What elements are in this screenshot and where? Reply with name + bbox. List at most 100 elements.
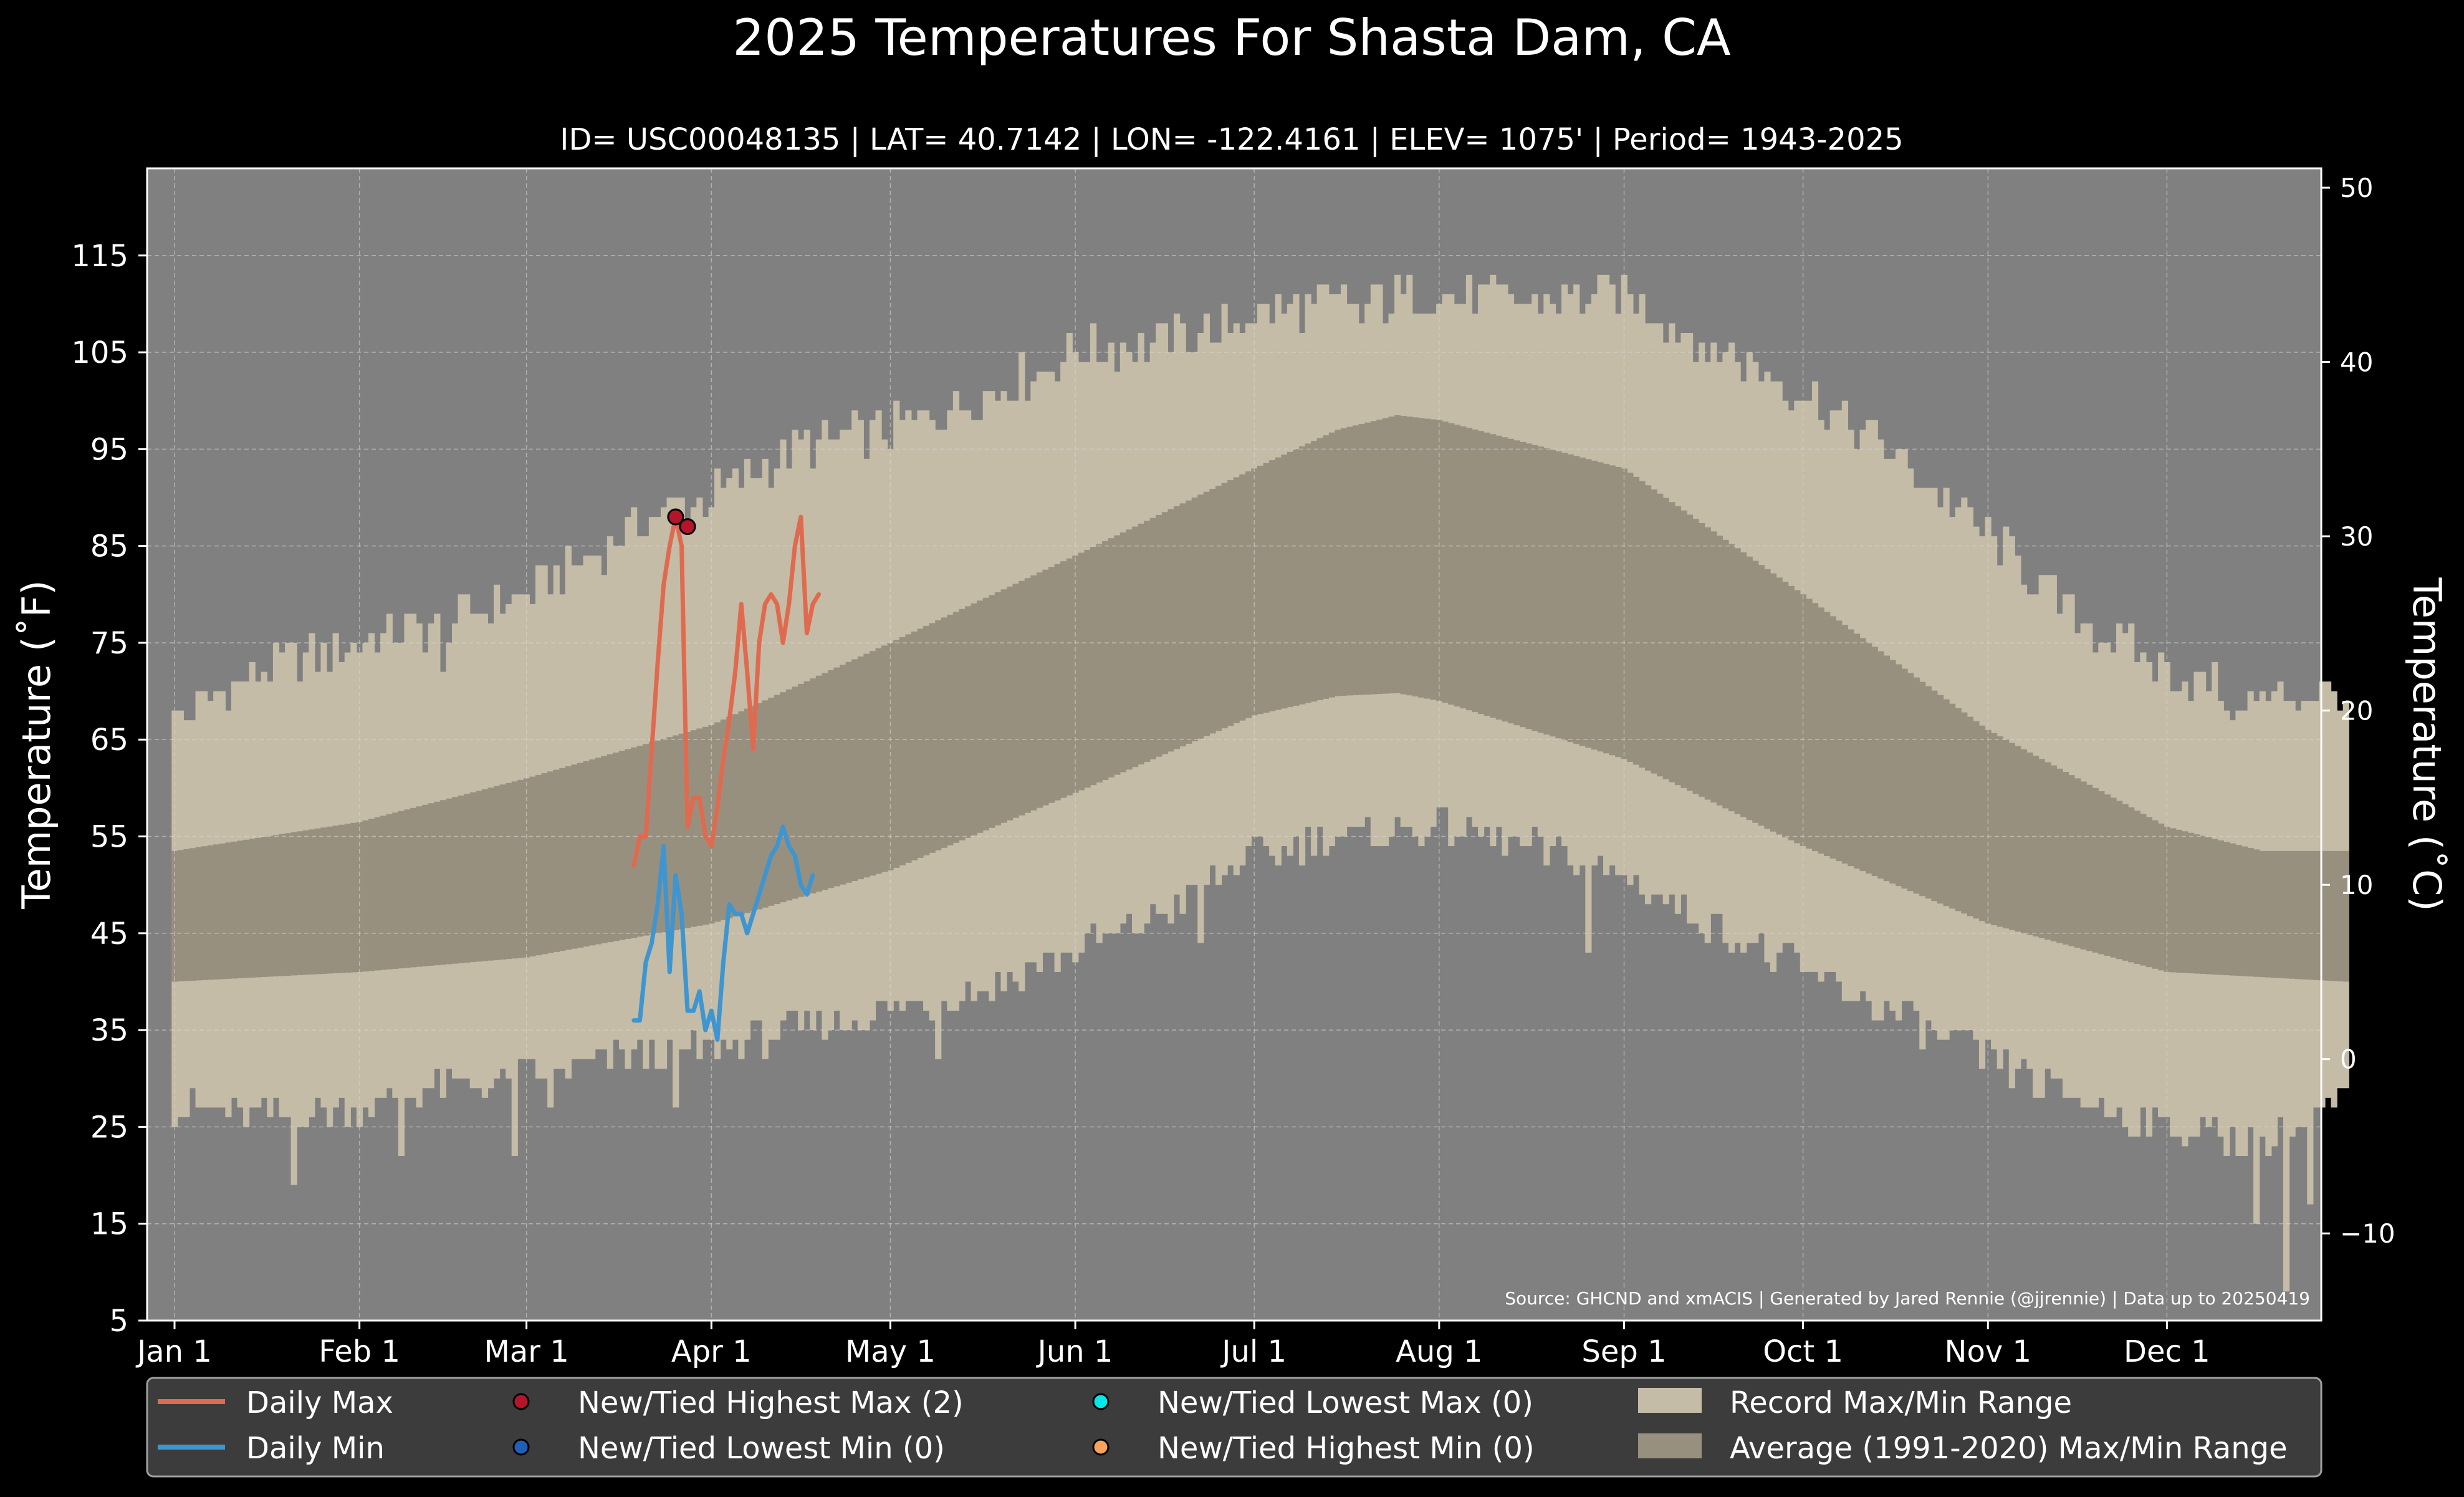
average-range-bar	[952, 612, 960, 843]
average-range-bar	[201, 846, 208, 980]
average-range-bar	[1925, 686, 1932, 899]
average-range-bar	[1119, 532, 1127, 773]
average-range-bar	[255, 837, 262, 978]
average-range-bar	[458, 795, 464, 963]
x-tick-label: Nov 1	[1945, 1334, 2031, 1369]
average-range-bar	[1567, 454, 1574, 743]
average-range-bar	[589, 759, 596, 946]
average-range-bar	[708, 724, 715, 924]
average-range-bar	[1651, 489, 1657, 774]
average-range-bar	[2038, 759, 2045, 938]
y-tick-label-right: 0	[2340, 1044, 2357, 1075]
average-range-bar	[1048, 567, 1055, 803]
average-range-bar	[1513, 440, 1520, 726]
average-range-bar	[1161, 512, 1169, 754]
average-range-bar	[1746, 556, 1753, 821]
average-range-bar	[1722, 539, 1729, 809]
average-range-bar	[1740, 552, 1747, 817]
average-range-bar	[1818, 607, 1824, 854]
average-range-bar	[2313, 850, 2320, 980]
y-tick-label-right: −10	[2340, 1218, 2395, 1249]
average-range-bar	[2116, 801, 2123, 960]
average-range-bar	[1573, 456, 1580, 744]
average-range-bar	[2020, 749, 2028, 933]
average-range-bar	[362, 820, 369, 972]
average-range-bar	[1287, 451, 1293, 708]
average-range-bar	[1991, 733, 1998, 925]
average-range-bar	[1931, 690, 1938, 902]
average-range-bar	[1639, 481, 1646, 768]
average-range-bar	[1257, 465, 1264, 715]
y-tick-label: 55	[90, 820, 128, 855]
average-range-bar	[780, 692, 787, 903]
x-tick-label: Jul 1	[1220, 1334, 1287, 1369]
average-range-bar	[1007, 586, 1014, 821]
average-range-bar	[875, 648, 882, 874]
average-range-bar	[1263, 463, 1270, 713]
average-range-bar	[1323, 435, 1330, 699]
average-range-bar	[1340, 428, 1348, 696]
average-range-bar	[815, 675, 822, 892]
average-range-bar	[1245, 471, 1252, 718]
average-range-bar	[1197, 494, 1204, 739]
average-range-bar	[1913, 677, 1920, 894]
average-range-bar	[654, 740, 661, 934]
average-range-bar	[1955, 708, 1962, 912]
average-range-bar	[851, 659, 858, 881]
average-range-bar	[965, 606, 972, 838]
average-range-bar	[267, 835, 274, 977]
average-range-bar	[219, 843, 226, 980]
average-range-bar	[1305, 443, 1311, 703]
average-range-bar	[511, 781, 518, 959]
y-tick-label: 15	[90, 1207, 128, 1242]
x-tick-label: Mar 1	[484, 1334, 568, 1369]
legend-label: Average (1991-2020) Max/Min Range	[1730, 1431, 2288, 1466]
average-range-bar	[798, 683, 805, 897]
average-range-bar	[1203, 491, 1210, 736]
average-range-bar	[279, 834, 285, 976]
average-range-bar	[929, 623, 936, 853]
average-range-bar	[1895, 664, 1902, 887]
average-range-bar	[648, 742, 655, 935]
average-range-bar	[1167, 509, 1174, 752]
average-range-bar	[577, 763, 584, 948]
average-range-bar	[2247, 847, 2254, 977]
average-range-bar	[2140, 814, 2147, 966]
average-range-bar	[1353, 425, 1359, 695]
average-range-bar	[332, 826, 339, 973]
average-range-bar	[2223, 842, 2230, 976]
y-tick-label-right: 30	[2340, 521, 2373, 552]
average-range-bar	[1525, 443, 1532, 729]
average-range-bar	[1806, 599, 1813, 849]
average-range-bar	[2200, 835, 2207, 975]
average-range-bar	[2331, 850, 2337, 981]
average-range-bar	[493, 786, 501, 960]
average-range-bar	[1943, 699, 1950, 907]
average-range-bar	[439, 800, 447, 965]
plot-pad-left	[147, 168, 172, 1321]
average-range-bar	[750, 706, 757, 912]
average-range-bar	[1335, 430, 1341, 696]
average-range-bar	[195, 847, 202, 981]
average-range-bar	[2080, 781, 2087, 950]
average-range-bar	[732, 714, 739, 917]
average-range-bar	[726, 716, 733, 918]
average-range-bar	[1704, 527, 1711, 800]
average-range-bar	[673, 735, 679, 930]
average-range-bar	[1490, 434, 1497, 718]
average-range-bar	[309, 829, 315, 975]
average-range-bar	[1973, 721, 1980, 919]
legend-box	[146, 1377, 2323, 1478]
average-range-bar	[2145, 817, 2153, 968]
average-range-bar	[1907, 673, 1914, 892]
average-range-bar	[833, 667, 840, 887]
average-range-bar	[1537, 446, 1544, 733]
average-range-bar	[416, 806, 423, 967]
average-range-bar	[1233, 477, 1240, 723]
record-points	[667, 508, 696, 536]
average-range-bar	[827, 670, 835, 888]
average-range-bar	[1919, 681, 1926, 897]
average-range-bar	[535, 774, 542, 956]
chart-title: 2025 Temperatures For Shasta Dam, CA	[732, 9, 1731, 67]
average-range-bar	[1144, 521, 1151, 762]
